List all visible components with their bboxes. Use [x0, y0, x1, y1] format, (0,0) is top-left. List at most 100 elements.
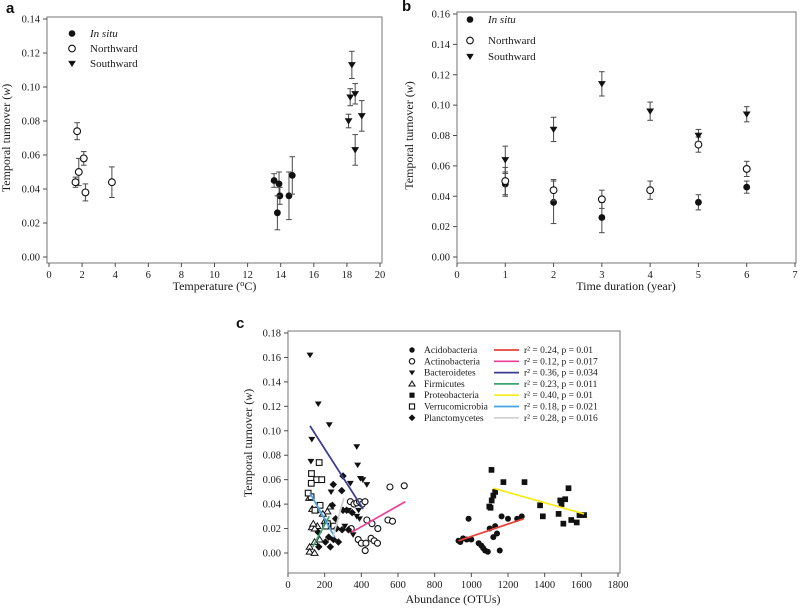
- square-filled-marker: [490, 492, 497, 499]
- square-filled-marker: [488, 467, 495, 473]
- diamond-filled-marker: [338, 526, 346, 534]
- circle-filled-marker: [468, 536, 475, 543]
- circle-filled-marker: [496, 547, 503, 554]
- triangle-down-filled-marker: [466, 53, 474, 60]
- panel-b: 0 1 2 3 4 5 6 7 0.00 0.02 0.04 0.06 0.08 0.10 0.12 0.14…: [402, 10, 798, 294]
- triangle-down-filled-marker: [646, 108, 655, 115]
- circle-filled-marker: [285, 192, 293, 200]
- diamond-filled-marker: [337, 486, 346, 495]
- circle-open-marker: [374, 525, 382, 533]
- square-filled-marker: [555, 511, 562, 517]
- square-filled-marker: [487, 504, 494, 511]
- x-tick-label: 2: [79, 270, 84, 281]
- legend-label: Northward: [488, 35, 536, 47]
- y-tick-label: 0.00: [263, 549, 281, 560]
- square-filled-marker: [560, 520, 567, 527]
- triangle-down-filled-marker: [346, 480, 354, 487]
- series-proteobacteria: [486, 467, 587, 527]
- circle-open-marker: [386, 483, 394, 491]
- x-tick-label: 1: [503, 270, 508, 281]
- x-tick-label: 16: [309, 270, 320, 281]
- triangle-down-filled-marker: [501, 157, 510, 164]
- circle-open-marker: [388, 517, 397, 525]
- series-southward: [501, 71, 751, 174]
- diamond-filled-marker: [326, 543, 335, 551]
- legend-stat: r² = 0.24, p = 0.01: [524, 346, 593, 356]
- y-tick-label: 0.06: [263, 475, 281, 486]
- circle-open-marker: [74, 168, 83, 176]
- legend-label: Verrucomicrobia: [424, 403, 489, 413]
- x-tick-label: 1400: [534, 580, 555, 591]
- circle-open-marker: [362, 539, 370, 547]
- x-tick-label: 4: [648, 270, 654, 281]
- x-tick-label: 400: [353, 580, 369, 591]
- panel-a-label: a: [6, 0, 15, 17]
- legend-stat: r² = 0.12, p = 0.017: [524, 357, 598, 367]
- square-filled-marker: [500, 479, 507, 485]
- legend: Acidobacteria r² = 0.24, p = 0.01 Actinoba…: [407, 346, 598, 424]
- circle-open-marker: [408, 358, 416, 365]
- circle-open-marker: [742, 164, 751, 173]
- circle-open-marker: [549, 186, 558, 195]
- x-axis-title: Abundance (OTUs): [406, 592, 501, 606]
- y-tick-label: 0.00: [22, 253, 40, 264]
- y-tick-label: 0.12: [22, 49, 40, 60]
- panel-b-label: b: [402, 0, 412, 15]
- x-tick-label: 0: [285, 580, 290, 591]
- square-open-marker: [307, 479, 315, 487]
- circle-open-marker: [597, 195, 606, 204]
- circle-open-marker: [81, 188, 90, 197]
- y-tick-label: 0.16: [432, 10, 450, 21]
- y-tick-label: 0.10: [22, 83, 40, 94]
- triangle-down-filled-marker: [742, 111, 751, 118]
- square-filled-marker: [581, 512, 587, 518]
- panel-c: 0 200 400 600 800 1000 1200 1400 1600 18000.000.0…: [241, 329, 629, 607]
- x-axis-title: Time duration (year): [576, 279, 676, 293]
- x-tick-label: 14: [275, 270, 286, 281]
- circle-open-marker: [71, 178, 80, 187]
- x-axis: 0 1 2 3 4 5 6 7: [454, 263, 798, 281]
- y-tick-label: 0.12: [432, 70, 450, 81]
- y-tick-label: 0.10: [432, 101, 450, 112]
- x-tick-label: 200: [317, 580, 333, 591]
- plot-frame: [287, 330, 621, 574]
- legend-stat: r² = 0.18, p = 0.021: [524, 403, 598, 413]
- triangle-down-filled-marker: [341, 523, 349, 530]
- triangle-up-open-marker: [315, 535, 325, 543]
- y-tick-label: 0.14: [22, 15, 41, 26]
- circle-filled-marker: [465, 515, 472, 522]
- triangle-down-filled-marker: [694, 132, 703, 140]
- series-southward: [344, 50, 366, 166]
- circle-filled-marker: [288, 172, 296, 179]
- square-filled-marker: [539, 513, 546, 520]
- triangle-down-filled-marker: [354, 462, 362, 469]
- triangle-down-filled-marker: [351, 91, 360, 98]
- circle-filled-marker: [518, 513, 525, 520]
- y-tick-label: 0.06: [432, 161, 450, 172]
- circle-filled-marker: [695, 198, 702, 206]
- legend-label: In situ: [89, 28, 118, 40]
- triangle-down-filled-marker: [308, 436, 316, 443]
- y-tick-label: 0.16: [263, 353, 281, 364]
- circle-open-marker: [361, 498, 369, 506]
- fit-line-proteobacteria: [493, 487, 585, 515]
- x-tick-label: 1600: [571, 580, 592, 591]
- legend: In situ Northward Southward: [466, 14, 536, 63]
- y-axis-title: Temporal turnover (w): [0, 84, 13, 192]
- square-open-marker: [304, 489, 312, 497]
- circle-filled-marker: [598, 214, 606, 221]
- x-tick-label: 20: [375, 270, 386, 281]
- fit-line-planctomycetes: [332, 497, 345, 538]
- triangle-down-filled-marker: [597, 81, 606, 88]
- x-tick-label: 800: [427, 580, 443, 591]
- y-tick-label: 0.14: [263, 377, 282, 388]
- diamond-filled-marker: [315, 543, 323, 551]
- triangle-down-filled-marker: [549, 126, 558, 133]
- diamond-filled-marker: [408, 414, 416, 422]
- x-tick-label: 1200: [498, 580, 519, 591]
- x-axis: 0 200 400 600 800 1000 1200 1400 1600 1800: [285, 573, 629, 591]
- square-filled-marker: [576, 512, 583, 518]
- square-filled-marker: [573, 519, 580, 526]
- y-tick-label: 0.02: [263, 524, 281, 535]
- circle-filled-marker: [68, 30, 76, 37]
